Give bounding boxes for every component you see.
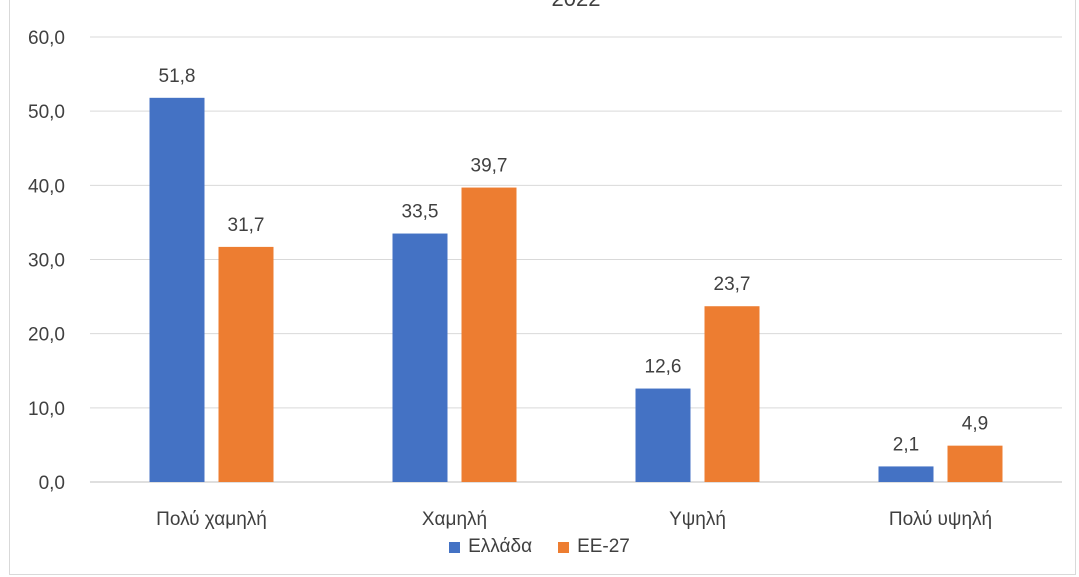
bar-greece (392, 233, 448, 482)
data-label: 12,6 (645, 357, 682, 378)
bar-greece (635, 388, 691, 482)
bar-eu27 (947, 445, 1003, 482)
y-tick-label: 20,0 (28, 325, 65, 346)
y-tick-label: 10,0 (28, 399, 65, 420)
legend-swatch-eu27 (558, 541, 570, 553)
x-tick-label: Χαμηλή (422, 509, 487, 530)
chart-frame (9, 0, 1076, 575)
x-tick-label: Υψηλή (669, 509, 726, 530)
bars: 51,8 31,7 33,5 39,7 12,6 23,7 2,1 4,9 (149, 66, 1003, 483)
bar-eu27 (704, 306, 760, 482)
y-tick-label: 30,0 (28, 251, 65, 272)
data-label: 51,8 (159, 66, 196, 87)
x-axis: Πολύ χαμηλή Χαμηλή Υψηλή Πολύ υψηλή (156, 509, 992, 530)
legend: Ελλάδα ΕΕ-27 (0, 536, 1079, 558)
data-label: 31,7 (228, 215, 265, 236)
data-label: 2,1 (893, 434, 919, 455)
legend-swatch-greece (449, 541, 461, 553)
data-label: 33,5 (402, 202, 439, 223)
bar-eu27 (218, 246, 274, 482)
y-tick-label: 50,0 (28, 102, 65, 123)
legend-item-eu27: ΕΕ-27 (558, 536, 630, 558)
bar-eu27 (461, 187, 517, 482)
legend-item-greece: Ελλάδα (449, 536, 532, 558)
data-label: 39,7 (471, 156, 508, 177)
bar-greece (878, 466, 934, 482)
legend-label-greece: Ελλάδα (468, 536, 533, 557)
data-label: 4,9 (962, 414, 988, 435)
chart-title: 2022 (552, 0, 601, 11)
y-tick-label: 40,0 (28, 176, 65, 197)
legend-label-eu27: ΕΕ-27 (577, 536, 630, 557)
x-tick-label: Πολύ χαμηλή (156, 509, 267, 530)
bar-greece (149, 97, 205, 483)
data-label: 23,7 (714, 274, 751, 295)
y-axis: 0,0 10,0 20,0 30,0 40,0 50,0 60,0 (28, 28, 65, 494)
y-tick-label: 0,0 (39, 473, 65, 494)
x-tick-label: Πολύ υψηλή (889, 509, 992, 530)
y-tick-label: 60,0 (28, 28, 65, 49)
